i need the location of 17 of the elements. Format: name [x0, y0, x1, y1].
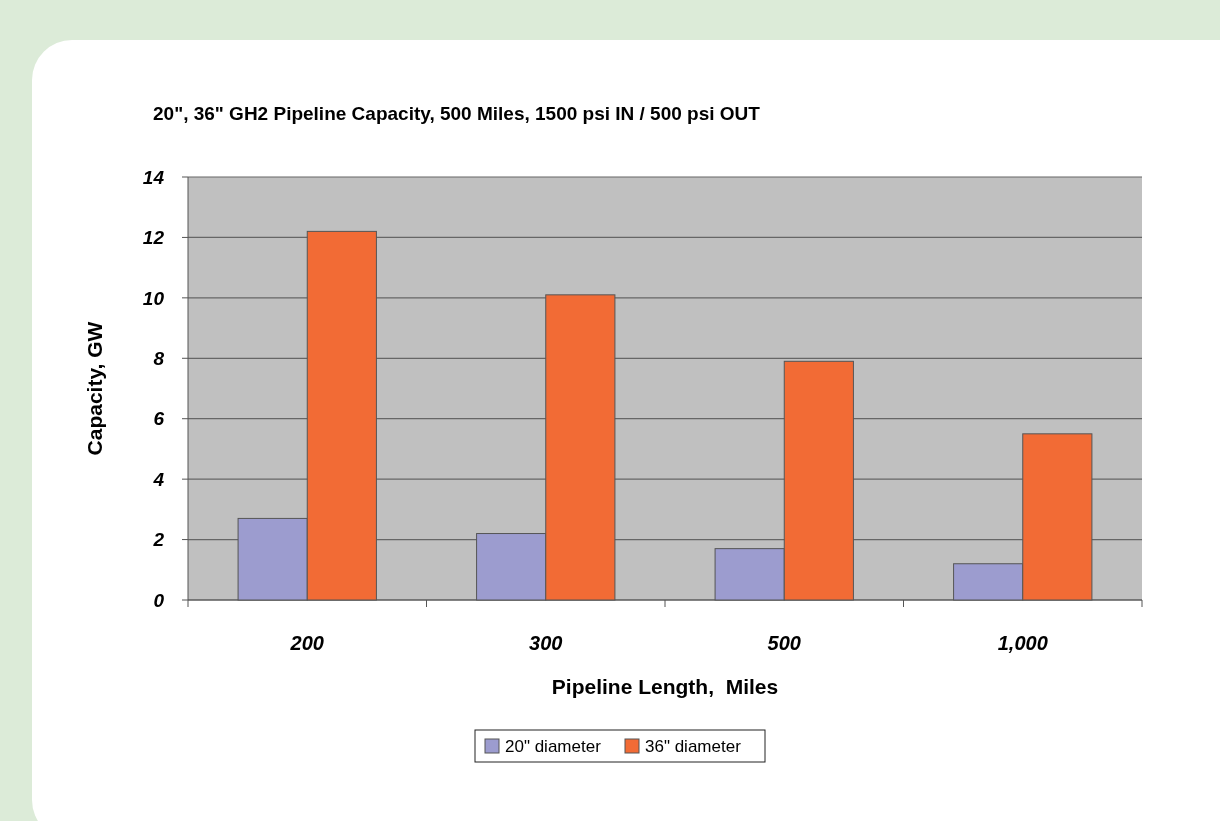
y-tick-label: 0 — [153, 589, 165, 611]
y-axis-title: Capacity, GW — [83, 321, 106, 456]
y-tick-label: 12 — [142, 227, 165, 249]
chart-title: 20", 36" GH2 Pipeline Capacity, 500 Miles, 1500 psi IN / 500 psi OUT — [153, 103, 761, 124]
legend-label: 36" diameter — [645, 736, 742, 756]
y-tick-label: 6 — [153, 408, 165, 430]
y-tick-label: 14 — [142, 166, 165, 188]
x-tick-label: 300 — [529, 632, 563, 654]
x-tick-label: 500 — [767, 632, 801, 654]
y-tick-label: 8 — [153, 347, 165, 369]
legend-label: 20" diameter — [505, 736, 602, 756]
x-axis-title: Pipeline Length, Miles — [551, 675, 779, 698]
y-tick-label: 4 — [152, 468, 165, 490]
x-tick-label: 200 — [289, 632, 324, 654]
y-tick-label: 10 — [142, 287, 165, 309]
y-tick-label: 2 — [152, 529, 165, 551]
x-tick-label: 1,000 — [997, 632, 1048, 654]
